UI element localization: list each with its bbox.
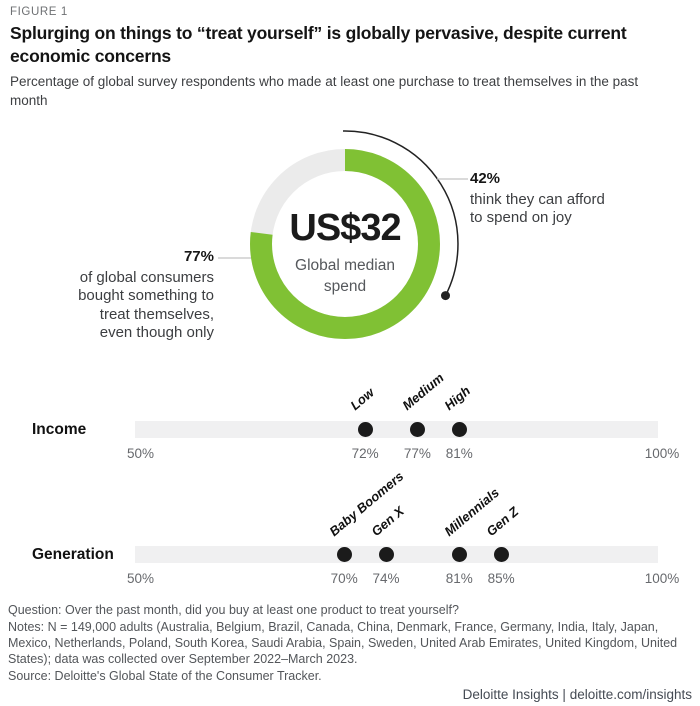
- generation-plot: Generation Baby Boomers Gen X Millennial…: [0, 469, 700, 592]
- left-callout-percentage: 77%: [183, 248, 214, 265]
- axis-max-label: 100%: [644, 571, 680, 586]
- data-point-dot: [336, 547, 352, 562]
- data-point-dot: [378, 547, 394, 562]
- category-label-high: High: [441, 382, 474, 413]
- axis-min-label: 50%: [127, 571, 155, 586]
- donut-center-label-line1: Global median: [295, 257, 395, 274]
- donut-value-arc: [250, 149, 440, 339]
- footer-brand: Deloitte Insights: [462, 687, 559, 702]
- right-callout: 42% think they can afford to spend on jo…: [470, 170, 665, 228]
- value-tick-label: 85%: [487, 571, 515, 586]
- donut-chart: [218, 130, 468, 339]
- left-callout: 77% of global consumers bought something…: [18, 248, 214, 343]
- right-callout-text-line1: think they can afford: [470, 190, 605, 208]
- data-point-dot: [451, 547, 467, 562]
- category-label-medium: Medium: [399, 369, 448, 413]
- question-note: Question: Over the past month, did you b…: [8, 603, 459, 617]
- category-label-gen-x: Gen X: [368, 503, 407, 539]
- value-tick-label: 72%: [351, 446, 379, 461]
- value-tick-label: 81%: [445, 571, 473, 586]
- axis-min-label: 50%: [127, 446, 155, 461]
- left-callout-text-line3: treat themselves,: [99, 305, 214, 323]
- income-plot: Income Low Medium High 50% 72% 77% 81% 1…: [0, 370, 700, 467]
- arc-end-dot: [441, 291, 450, 301]
- methodology-note: Notes: N = 149,000 adults (Australia, Be…: [8, 620, 678, 666]
- value-tick-label: 77%: [403, 446, 431, 461]
- left-callout-text-line1: of global consumers: [79, 268, 214, 286]
- figure-title: Splurging on things to “treat yourself” …: [10, 23, 627, 66]
- income-plot-label: Income: [32, 421, 87, 438]
- right-callout-text-line2: to spend on joy: [470, 209, 572, 226]
- category-label-low: Low: [347, 384, 378, 413]
- figure-subtitle: Percentage of global survey respondents …: [10, 74, 639, 108]
- right-callout-arc: [342, 130, 459, 296]
- donut-center-label-line2: spend: [323, 277, 367, 295]
- axis-max-label: 100%: [644, 446, 680, 461]
- left-callout-text-line4: even though only: [99, 324, 214, 341]
- data-point-dot: [451, 422, 467, 437]
- generation-plot-label: Generation: [32, 546, 114, 563]
- donut-center-value: US$32: [289, 207, 401, 249]
- source-note: Source: Deloitte's Global State of the C…: [8, 669, 322, 683]
- figure-label: FIGURE 1: [10, 6, 68, 18]
- value-tick-label: 81%: [445, 446, 473, 461]
- income-plot-track-bar: [135, 421, 658, 438]
- data-point-dot: [493, 547, 509, 562]
- generation-plot-track-bar: [135, 546, 658, 563]
- left-callout-text-line2: bought something to: [78, 287, 214, 304]
- donut-center-label: Global median spend: [245, 256, 445, 298]
- footer-link[interactable]: deloitte.com/insights: [569, 687, 692, 702]
- value-tick-label: 70%: [330, 571, 358, 586]
- category-label-gen-z: Gen Z: [483, 503, 522, 539]
- value-tick-label: 74%: [372, 571, 400, 586]
- right-callout-percentage: 42%: [470, 170, 501, 187]
- footer: Deloitte Insights | deloitte.com/insight…: [463, 687, 692, 702]
- data-point-dot: [409, 422, 425, 437]
- footer-separator: |: [562, 687, 566, 702]
- data-point-dot: [357, 422, 373, 437]
